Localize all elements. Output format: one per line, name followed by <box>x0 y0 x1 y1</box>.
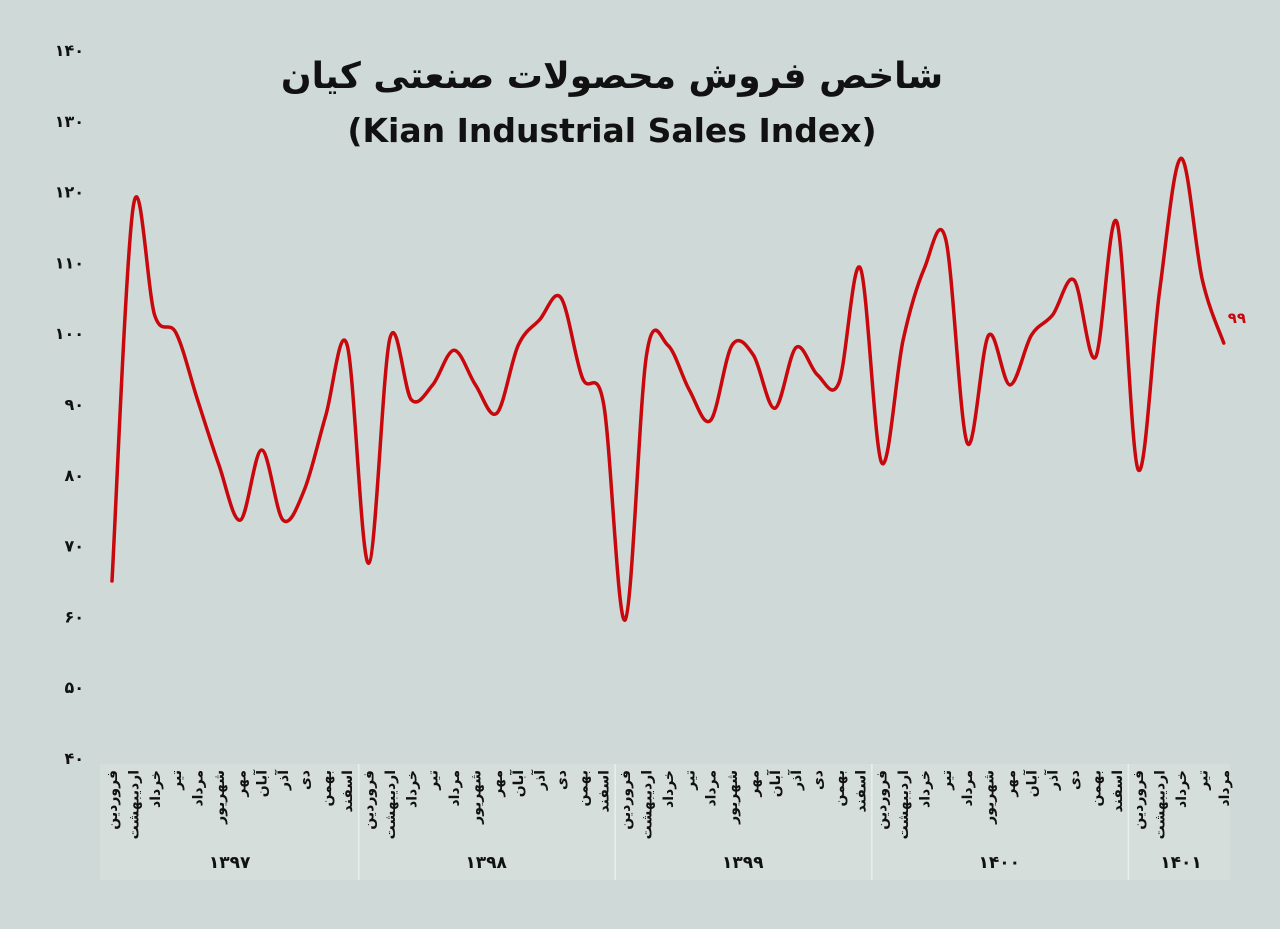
y-tick-label: ۱۰۰ <box>55 324 84 343</box>
x-tick-label: شهریور <box>982 770 998 825</box>
y-tick-label: ۱۱۰ <box>55 253 84 272</box>
y-tick-label: ۱۲۰ <box>55 183 84 202</box>
x-tick-label: اردیبهشت <box>383 770 399 839</box>
x-tick-label: خرداد <box>148 770 164 808</box>
x-tick-label: دی <box>297 770 313 790</box>
x-tick-label: مرداد <box>960 770 976 807</box>
y-tick-label: ۹۰ <box>64 395 84 414</box>
year-label: ۱۴۰۰ <box>979 853 1021 873</box>
x-tick-label: تیر <box>1195 770 1211 791</box>
x-tick-label: تیر <box>682 770 698 791</box>
x-tick-label: مرداد <box>704 770 720 807</box>
x-tick-label: خرداد <box>661 770 677 808</box>
x-tick-label: فروردین <box>1131 770 1147 830</box>
y-tick-label: ۴۰ <box>64 749 84 768</box>
x-tick-label: آبان <box>1022 769 1040 797</box>
x-tick-label: اسفند <box>340 770 356 812</box>
x-tick-label: خرداد <box>404 770 420 808</box>
last-value-label: ۹۹ <box>1228 309 1246 327</box>
x-tick-label: خرداد <box>1174 770 1190 808</box>
x-tick-label: تیر <box>169 770 185 791</box>
y-tick-label: ۵۰ <box>64 678 84 697</box>
x-tick-label: فروردین <box>105 770 121 830</box>
x-tick-label: دی <box>1067 770 1083 790</box>
x-axis: فروردین اردیبهشت خرداد تیر مرداد شهریور مهر آبا… <box>105 764 1233 880</box>
x-tick-label: اسفند <box>1110 770 1126 812</box>
y-tick-label: ۶۰ <box>64 607 84 626</box>
x-tick-label: مهر <box>746 770 762 798</box>
x-tick-label: آذر <box>1044 769 1062 791</box>
x-tick-label: مهر <box>233 770 249 798</box>
x-tick-label: اردیبهشت <box>640 770 656 839</box>
x-tick-label: بهمن <box>832 770 848 806</box>
x-tick-label: مهر <box>1003 770 1019 798</box>
x-tick-label: آذر <box>274 769 292 791</box>
y-tick-label: ۷۰ <box>64 537 84 556</box>
x-tick-label: مرداد <box>1217 770 1233 807</box>
x-tick-label: آبان <box>766 769 784 797</box>
x-tick-label: بهمن <box>319 770 335 806</box>
x-tick-label: اسفند <box>853 770 869 812</box>
y-tick-label: ۱۴۰ <box>55 41 84 60</box>
x-tick-label: فروردین <box>875 770 891 830</box>
x-axis-panel <box>100 764 1230 880</box>
x-tick-label: آذر <box>787 769 805 791</box>
y-tick-label: ۱۳۰ <box>55 112 84 131</box>
x-tick-label: بهمن <box>575 770 591 806</box>
x-tick-label: شهریور <box>468 770 484 825</box>
year-label: ۱۳۹۹ <box>722 853 764 873</box>
chart-title: شاخص فروش محصولات صنعتی کیان <box>281 56 943 97</box>
x-tick-label: دی <box>554 770 570 790</box>
x-tick-label: مهر <box>490 770 506 798</box>
year-label: ۱۳۹۸ <box>465 853 507 873</box>
x-tick-label: اردیبهشت <box>1153 770 1169 839</box>
x-tick-label: تیر <box>426 770 442 791</box>
series: ۹۹ <box>110 156 1246 622</box>
x-tick-label: شهریور <box>725 770 741 825</box>
x-tick-label: اردیبهشت <box>126 770 142 839</box>
x-tick-label: اردیبهشت <box>896 770 912 839</box>
y-tick-label: ۸۰ <box>64 466 84 485</box>
x-tick-label: بهمن <box>1088 770 1104 806</box>
x-tick-label: فروردین <box>362 770 378 830</box>
x-tick-label: خرداد <box>917 770 933 808</box>
x-tick-label: دی <box>811 770 827 790</box>
x-tick-label: مرداد <box>447 770 463 807</box>
x-tick-label: آذر <box>531 769 549 791</box>
x-tick-label: آبان <box>253 769 271 797</box>
x-tick-label: فروردین <box>618 770 634 830</box>
sales-index-line <box>110 156 1226 622</box>
x-tick-label: تیر <box>939 770 955 791</box>
year-label: ۱۳۹۷ <box>209 853 251 873</box>
y-axis: ۱۴۰ ۱۳۰ ۱۲۰ ۱۱۰ ۱۰۰ ۹۰ ۸۰ ۷۰ ۶۰ ۵۰ ۴۰ <box>55 41 84 768</box>
x-tick-label: مرداد <box>191 770 207 807</box>
x-tick-label: شهریور <box>212 770 228 825</box>
year-label: ۱۴۰۱ <box>1160 853 1202 873</box>
x-tick-label: اسفند <box>597 770 613 812</box>
chart-subtitle: (Kian Industrial Sales Index) <box>347 111 876 150</box>
x-tick-label: آبان <box>509 769 527 797</box>
